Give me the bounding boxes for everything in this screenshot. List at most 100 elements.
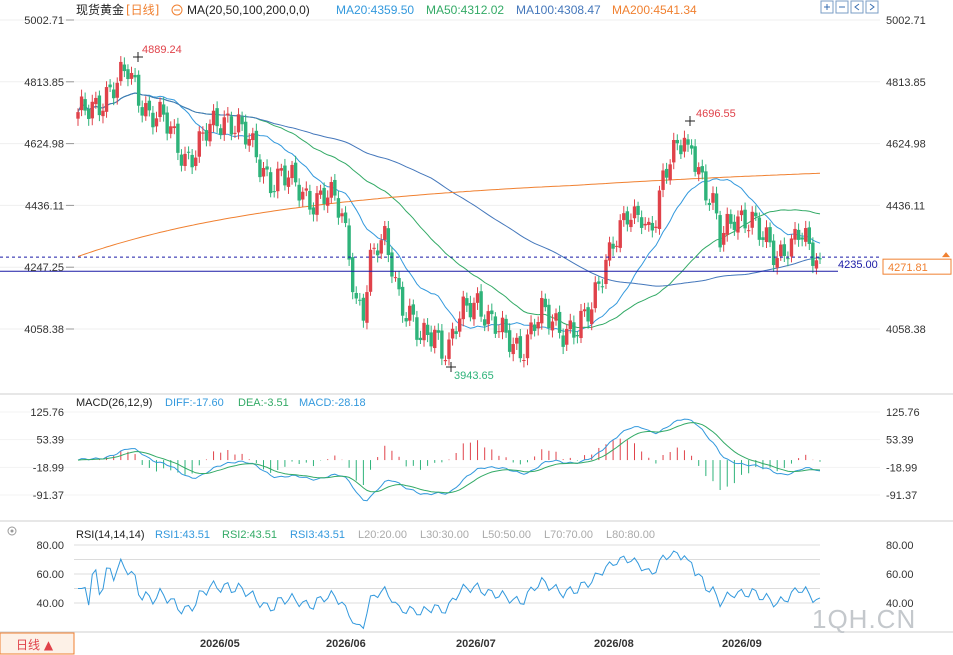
candle-body	[522, 359, 526, 361]
ma100-line	[77, 92, 821, 287]
candle-body	[697, 167, 701, 175]
settings-icon[interactable]	[171, 4, 183, 16]
candle-body	[108, 84, 112, 88]
candle-body	[572, 322, 576, 338]
candle-body	[87, 109, 91, 119]
rsi-axis: 80.00 80.00 60.00 60.00 40.00 40.00	[36, 540, 913, 610]
candle-body	[111, 89, 116, 99]
candle-body	[433, 329, 437, 349]
candle-body	[268, 172, 273, 194]
candle-body	[183, 153, 187, 167]
candle-body	[661, 170, 665, 190]
candle-body	[507, 330, 512, 352]
candle-body	[422, 322, 426, 341]
candle-body	[222, 117, 226, 135]
candle-body	[472, 302, 476, 320]
macd-tick-right: 125.76	[886, 407, 920, 419]
candle-body	[101, 110, 105, 117]
candle-body	[383, 226, 387, 240]
macd-tick-right: -18.99	[886, 462, 917, 474]
candle-body	[486, 311, 490, 325]
candle-body	[793, 228, 797, 240]
macd-dea-line	[77, 422, 821, 494]
candle-body	[754, 212, 758, 217]
candle-body	[768, 227, 772, 243]
candle-body	[454, 331, 458, 334]
rsi-settings-icon[interactable]	[7, 526, 17, 536]
last-price-value: 4271.81	[888, 262, 928, 274]
rsi-level-l50: L50:50.00	[482, 529, 531, 541]
candle-body	[700, 166, 704, 173]
candle-body	[639, 217, 644, 228]
candle-body	[675, 139, 680, 144]
candle-body	[607, 242, 612, 261]
candle-body	[557, 311, 562, 333]
candle-body	[243, 121, 248, 145]
candle-body	[400, 286, 405, 316]
candle-body	[119, 61, 123, 82]
candle-body	[547, 304, 551, 329]
candle-body	[169, 126, 173, 134]
candle-body	[204, 130, 209, 141]
candle-body	[115, 82, 119, 98]
candle-body	[761, 237, 765, 240]
candle-body	[436, 330, 440, 333]
candle-body	[94, 97, 98, 105]
candle-body	[161, 104, 166, 115]
candle-body	[447, 339, 451, 359]
rsi-tick-left: 60.00	[36, 569, 64, 581]
candle-body	[315, 193, 319, 215]
candle-body	[186, 151, 191, 153]
candle-body	[133, 75, 137, 78]
candle-body	[165, 112, 169, 134]
candle-body	[625, 211, 630, 225]
candle-body	[293, 162, 298, 183]
candle-body	[418, 337, 423, 341]
candle-body	[800, 237, 804, 240]
candle-body	[240, 116, 244, 125]
candle-body	[779, 244, 783, 257]
rsi-tick-right: 80.00	[886, 540, 914, 552]
candle-body	[532, 324, 537, 331]
candle-body	[322, 187, 326, 204]
candle-body	[811, 242, 815, 266]
support-line[interactable]: 4235.00	[0, 256, 880, 272]
price-tick-left: 5002.71	[24, 15, 64, 27]
candle-body	[746, 230, 751, 232]
macd-header: MACD(26,12,9) DIFF:-17.60 DEA:-3.51 MACD…	[76, 397, 366, 409]
scroll-left-icon[interactable]	[850, 0, 864, 14]
candle-body	[254, 130, 259, 158]
ma50-line	[77, 92, 821, 329]
ma20-value: MA20:4359.50	[336, 3, 414, 17]
candle-body	[226, 113, 230, 116]
candle-body	[333, 179, 337, 196]
candle-body	[336, 198, 341, 218]
ma100-value: MA100:4308.47	[516, 3, 601, 17]
candle-body	[301, 191, 305, 200]
zoom-out-icon[interactable]	[835, 0, 849, 14]
candle-body	[672, 140, 676, 163]
candle-body	[668, 164, 672, 181]
candle-body	[318, 190, 323, 195]
candle-body	[543, 298, 548, 308]
price-tick-left: 4813.85	[24, 77, 64, 89]
candle-body	[604, 259, 608, 285]
period-label[interactable]: [日线]	[126, 3, 159, 17]
candle-body	[247, 139, 251, 146]
candle-body	[475, 293, 480, 303]
scroll-right-icon[interactable]	[865, 0, 879, 14]
candle-body	[272, 191, 276, 193]
ma200-value: MA200:4541.34	[612, 3, 697, 17]
price-tick-right: 4624.98	[886, 139, 926, 151]
candle-body	[582, 309, 587, 312]
support-line-label: 4235.00	[838, 259, 878, 271]
candle-body	[283, 165, 287, 186]
macd-tick-left: 53.39	[36, 435, 64, 447]
candle-body	[689, 145, 694, 149]
period-switch-button[interactable]: 日线 ▲	[0, 632, 75, 655]
zoom-in-icon[interactable]	[820, 0, 834, 14]
price-tick-left: 4436.11	[25, 200, 64, 212]
last-price-tag: 4271.81	[882, 252, 952, 275]
candle-body	[497, 331, 501, 333]
candle-body	[372, 247, 376, 249]
